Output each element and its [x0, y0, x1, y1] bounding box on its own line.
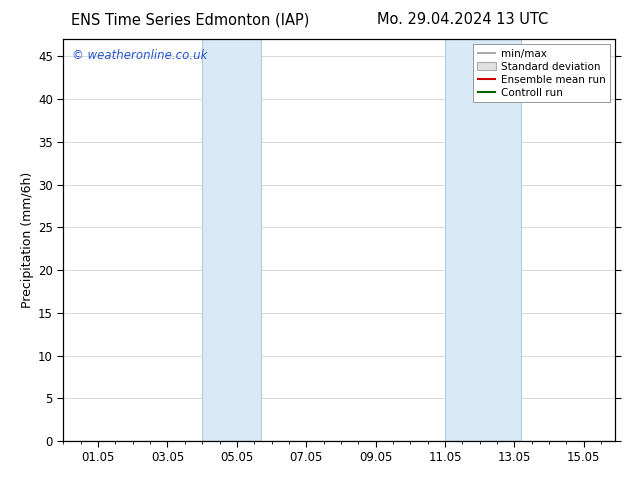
- Text: © weatheronline.co.uk: © weatheronline.co.uk: [72, 49, 207, 62]
- Legend: min/max, Standard deviation, Ensemble mean run, Controll run: min/max, Standard deviation, Ensemble me…: [473, 45, 610, 102]
- Bar: [202, 39, 261, 441]
- Text: ENS Time Series Edmonton (IAP): ENS Time Series Edmonton (IAP): [71, 12, 309, 27]
- Y-axis label: Precipitation (mm/6h): Precipitation (mm/6h): [21, 172, 34, 308]
- Bar: [445, 39, 521, 441]
- Text: Mo. 29.04.2024 13 UTC: Mo. 29.04.2024 13 UTC: [377, 12, 548, 27]
